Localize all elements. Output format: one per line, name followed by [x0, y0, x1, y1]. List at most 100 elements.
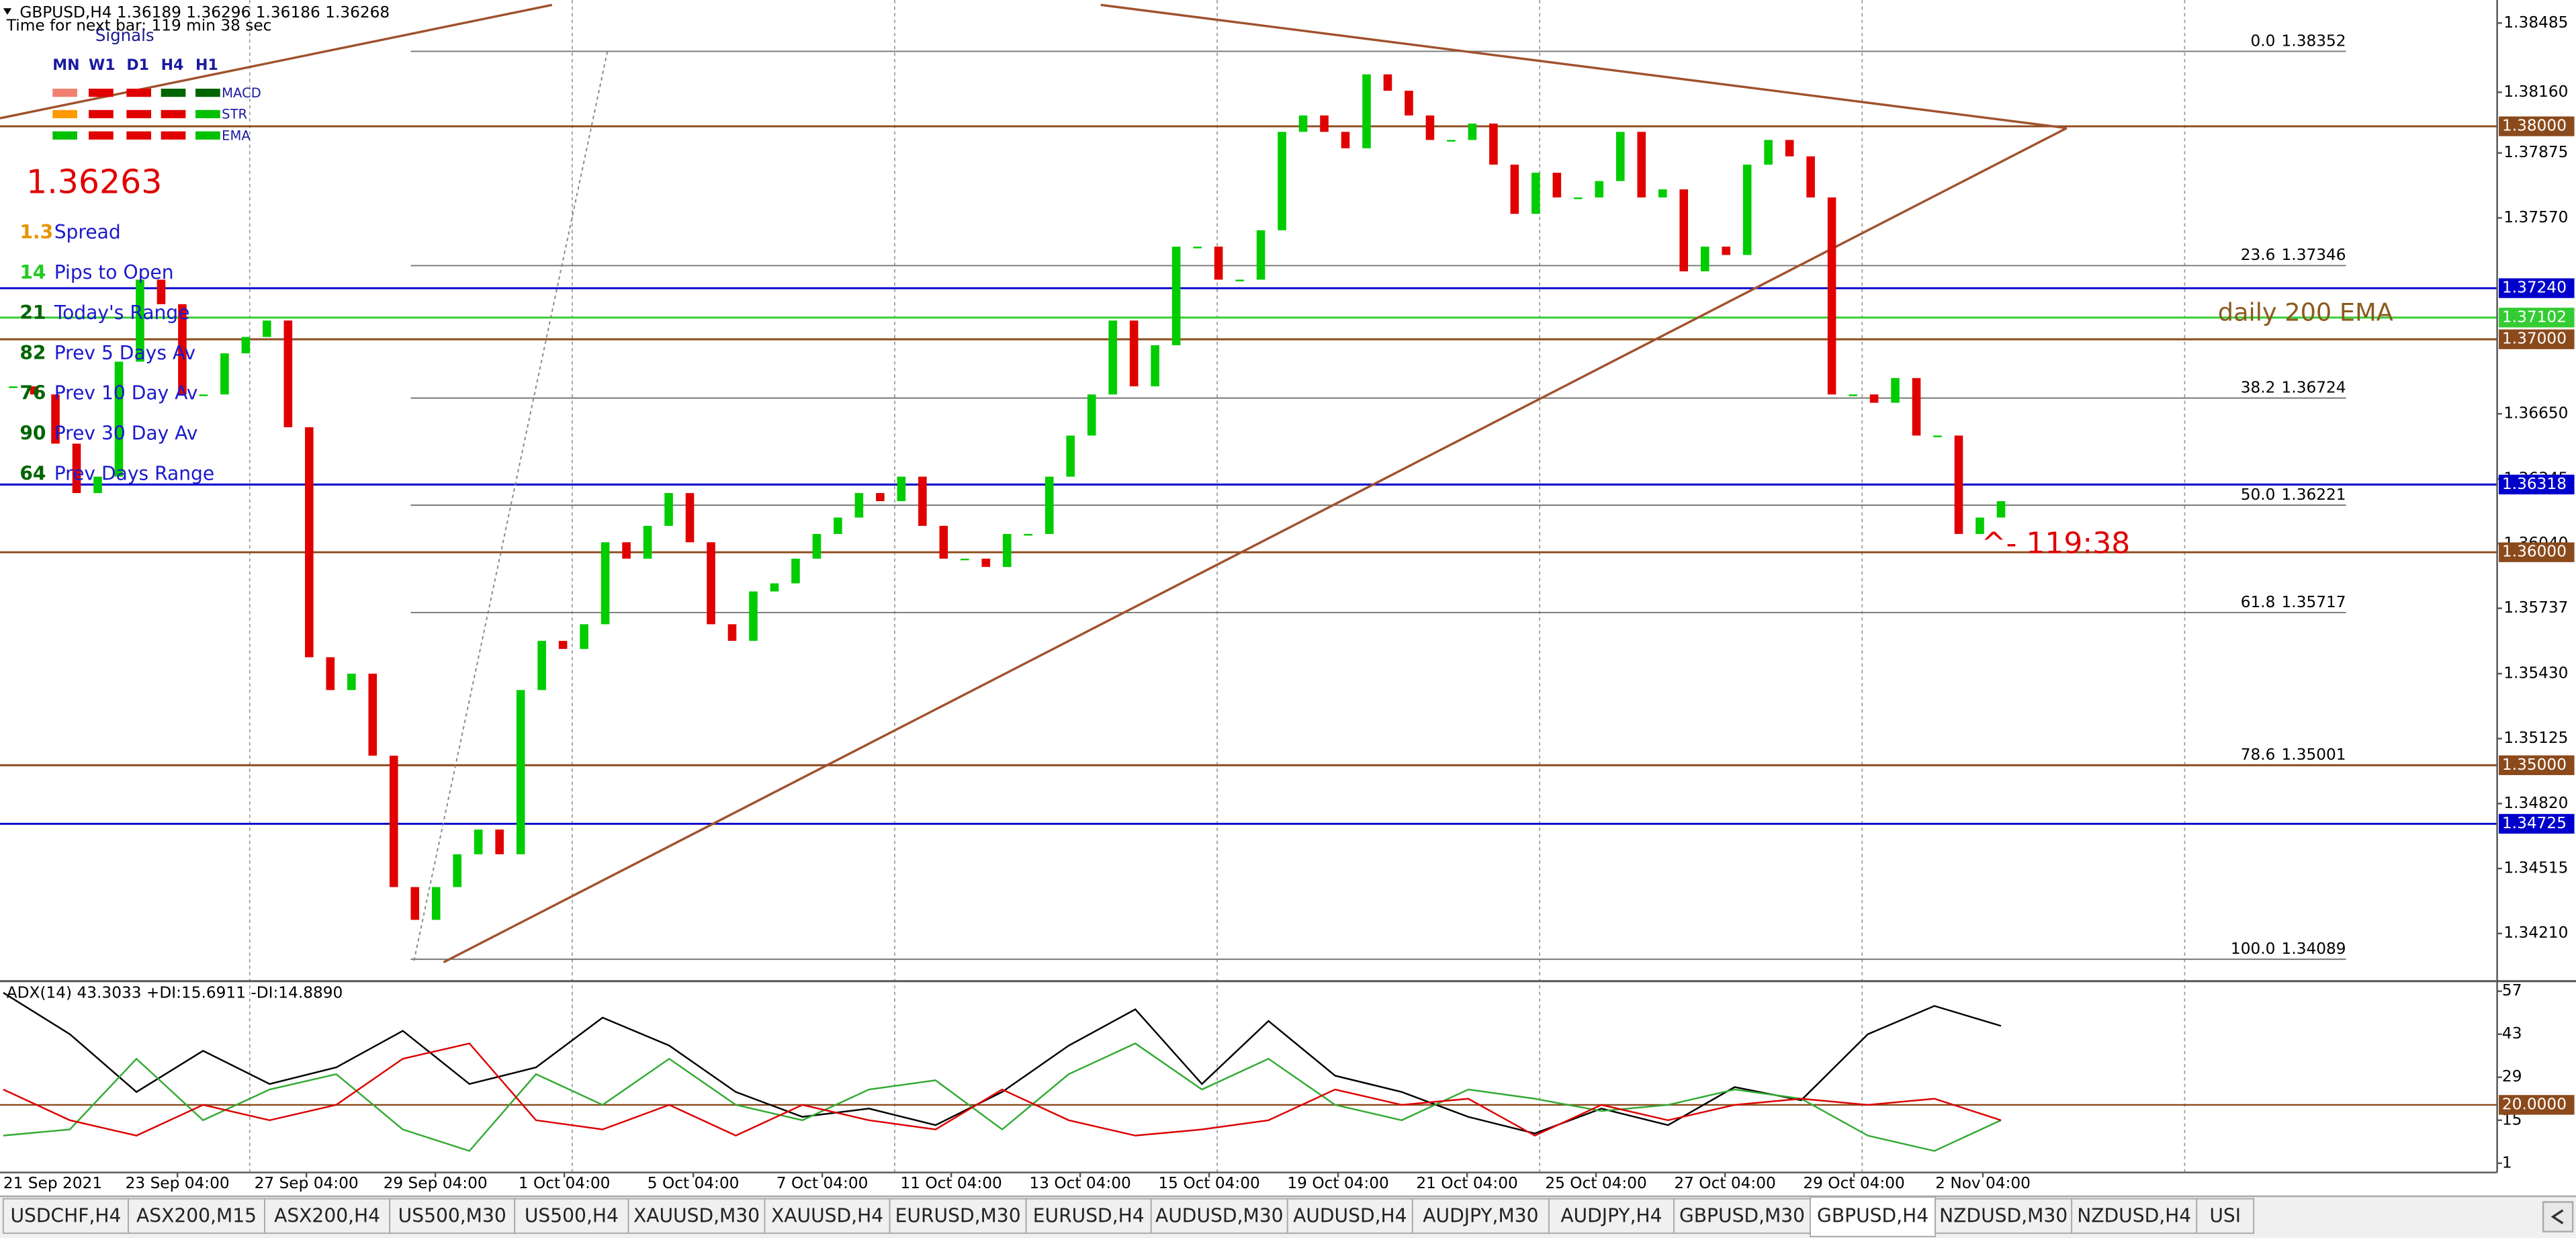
signal-dash: [89, 131, 114, 140]
candle: [389, 756, 398, 887]
candle: [854, 493, 864, 518]
candle: [1700, 247, 1709, 271]
info-value: 1.3: [19, 221, 53, 243]
signal-dash: [126, 109, 152, 119]
y-tick-label: 1.36650: [2503, 404, 2568, 422]
grid: 1.38485 1.38160 1.37875 1.37570 1.36650 1.363…: [249, 0, 2568, 1173]
candle: [241, 337, 251, 354]
fib-ratio: 23.6: [2241, 246, 2276, 264]
menu-triangle[interactable]: [3, 8, 12, 15]
candle: [305, 427, 314, 658]
tab-label[interactable]: NZDUSD,H4: [2077, 1205, 2191, 1227]
signal-dash: [126, 89, 152, 97]
candle: [30, 386, 39, 395]
candle: [114, 361, 124, 477]
tab[interactable]: [2071, 1198, 2198, 1234]
signal-dash: [161, 109, 186, 119]
signal-dash: [195, 89, 220, 97]
tab-label[interactable]: AUDJPY,M30: [1423, 1205, 1538, 1227]
candle: [791, 558, 800, 584]
trend-line: [0, 3, 553, 120]
candle: [1531, 173, 1540, 214]
tab-label[interactable]: USDCHF,H4: [10, 1205, 121, 1227]
candle: [1129, 320, 1139, 387]
candle: [1615, 132, 1625, 181]
tab-label[interactable]: EURUSD,H4: [1033, 1205, 1145, 1227]
tab-label[interactable]: USI: [2209, 1205, 2241, 1227]
candle: [1912, 377, 1921, 436]
candle: [1171, 247, 1181, 346]
tab[interactable]: [1025, 1198, 1152, 1234]
tab[interactable]: [764, 1198, 891, 1234]
signal-dash: [89, 109, 114, 119]
candle: [1425, 115, 1435, 140]
tab-label[interactable]: EURUSD,M30: [895, 1205, 1021, 1227]
candle: [1214, 247, 1223, 280]
candle: [1468, 123, 1477, 140]
tab[interactable]: [1150, 1198, 1288, 1234]
annotation: ^- 119:38: [1982, 527, 2131, 561]
tab-label[interactable]: XAUUSD,M30: [633, 1205, 760, 1227]
candle: [516, 690, 525, 854]
candle: [474, 830, 483, 854]
fib-price: 1.38352: [2282, 32, 2346, 50]
candle: [199, 394, 208, 396]
candle: [1785, 140, 1794, 157]
info-label: Pips to Open: [54, 261, 174, 283]
tab-label[interactable]: US500,H4: [525, 1205, 619, 1227]
tab-label[interactable]: AUDUSD,M30: [1155, 1205, 1284, 1227]
current-price: 1.36263: [26, 163, 162, 201]
tab-active[interactable]: [1810, 1196, 1937, 1237]
info-label: Prev Days Range: [54, 463, 214, 485]
price-level-box: [2499, 116, 2575, 136]
info-label: Today's Range: [54, 302, 190, 324]
tab-label[interactable]: ASX200,M15: [136, 1205, 257, 1227]
tab[interactable]: [128, 1198, 265, 1234]
tab-label[interactable]: AUDUSD,H4: [1293, 1205, 1407, 1227]
tab[interactable]: [389, 1198, 516, 1234]
tab-label[interactable]: ASX200,H4: [274, 1205, 380, 1227]
tab-label[interactable]: AUDJPY,H4: [1560, 1205, 1662, 1227]
tab-label[interactable]: GBPUSD,M30: [1679, 1205, 1805, 1227]
info-value: 82: [19, 342, 46, 364]
fib-ratio: 50.0: [2241, 486, 2276, 504]
chart-subtitle: Time for next bar: 119 min 38 sec: [6, 17, 272, 35]
candle: [72, 443, 81, 494]
tab-label[interactable]: NZDUSD,M30: [1939, 1205, 2068, 1227]
candle: [834, 517, 842, 534]
tab[interactable]: [889, 1198, 1027, 1234]
tab[interactable]: [1548, 1198, 1675, 1234]
timeframe-label: MN: [52, 57, 79, 74]
tab[interactable]: [264, 1198, 391, 1234]
indicator-line: [3, 1042, 2002, 1152]
tab[interactable]: [2196, 1198, 2255, 1234]
tab[interactable]: [1673, 1198, 1811, 1234]
tab-label[interactable]: XAUUSD,H4: [771, 1205, 883, 1227]
candle: [1278, 132, 1286, 230]
signal-dash: [52, 131, 77, 140]
candle: [1151, 345, 1159, 387]
price-level-label: 1.37000: [2502, 330, 2567, 348]
scroll-button[interactable]: [2542, 1201, 2574, 1233]
tabs: USDCHF,H4 ASX200,M15 ASX200,H4 US500,M30 US5…: [2, 1196, 2255, 1237]
tab-label[interactable]: GBPUSD,H4: [1817, 1205, 1928, 1227]
info-panel: 1.3 Spread 14 Pips to Open 21 Today's Range 82…: [19, 221, 214, 484]
price-level-label: 1.35000: [2502, 756, 2567, 774]
candle: [1447, 140, 1456, 142]
candle: [1002, 533, 1012, 568]
tab-label[interactable]: US500,M30: [398, 1205, 506, 1227]
signal-dash: [161, 131, 186, 140]
candle: [707, 542, 715, 625]
tab[interactable]: [1411, 1198, 1550, 1234]
candle: [368, 673, 377, 756]
fib-ratio: 38.2: [2241, 378, 2276, 396]
tab[interactable]: [2, 1198, 129, 1234]
y-tick-label: 29: [2502, 1067, 2522, 1085]
tab[interactable]: [514, 1198, 629, 1234]
candle: [1552, 173, 1562, 197]
candle: [770, 583, 779, 592]
trend-line: [443, 127, 2068, 964]
candle: [347, 673, 356, 690]
